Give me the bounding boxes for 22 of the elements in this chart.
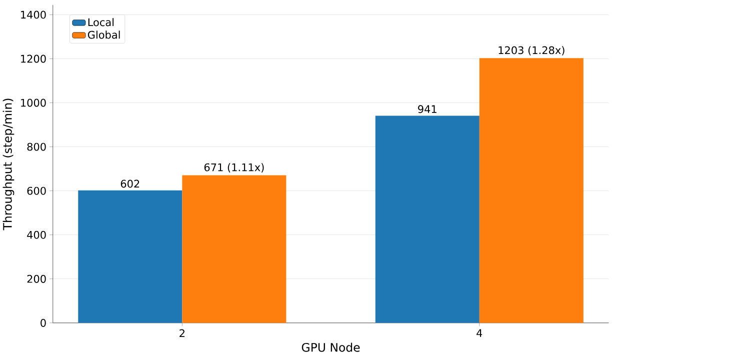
x-tick-label: 2 bbox=[180, 329, 184, 338]
legend-label: Local bbox=[88, 18, 114, 26]
y-tick-label: 0 bbox=[40, 318, 46, 327]
data-label: 602 bbox=[120, 180, 140, 188]
bar bbox=[479, 58, 584, 323]
y-tick-label: 400 bbox=[27, 230, 46, 239]
x-axis-title: GPU Node bbox=[302, 342, 360, 352]
y-tick-label: 1200 bbox=[21, 54, 46, 63]
y-tick-label: 800 bbox=[27, 142, 46, 151]
bar bbox=[78, 190, 182, 323]
x-tick-label: 4 bbox=[476, 329, 482, 337]
y-tick-label: 200 bbox=[27, 274, 46, 283]
y-tick-label: 600 bbox=[27, 186, 46, 195]
y-tick-label: 1000 bbox=[21, 98, 46, 107]
data-label: 671 (1.11x) bbox=[204, 163, 264, 173]
y-axis-title: Throughput (step/min) bbox=[2, 98, 14, 230]
data-label: 941 bbox=[418, 105, 436, 114]
bar bbox=[375, 116, 480, 323]
legend-label: Global bbox=[88, 30, 120, 39]
data-label: 1203 (1.28x) bbox=[498, 46, 564, 56]
y-tick-label: 1400 bbox=[21, 10, 46, 19]
bar bbox=[182, 175, 286, 323]
